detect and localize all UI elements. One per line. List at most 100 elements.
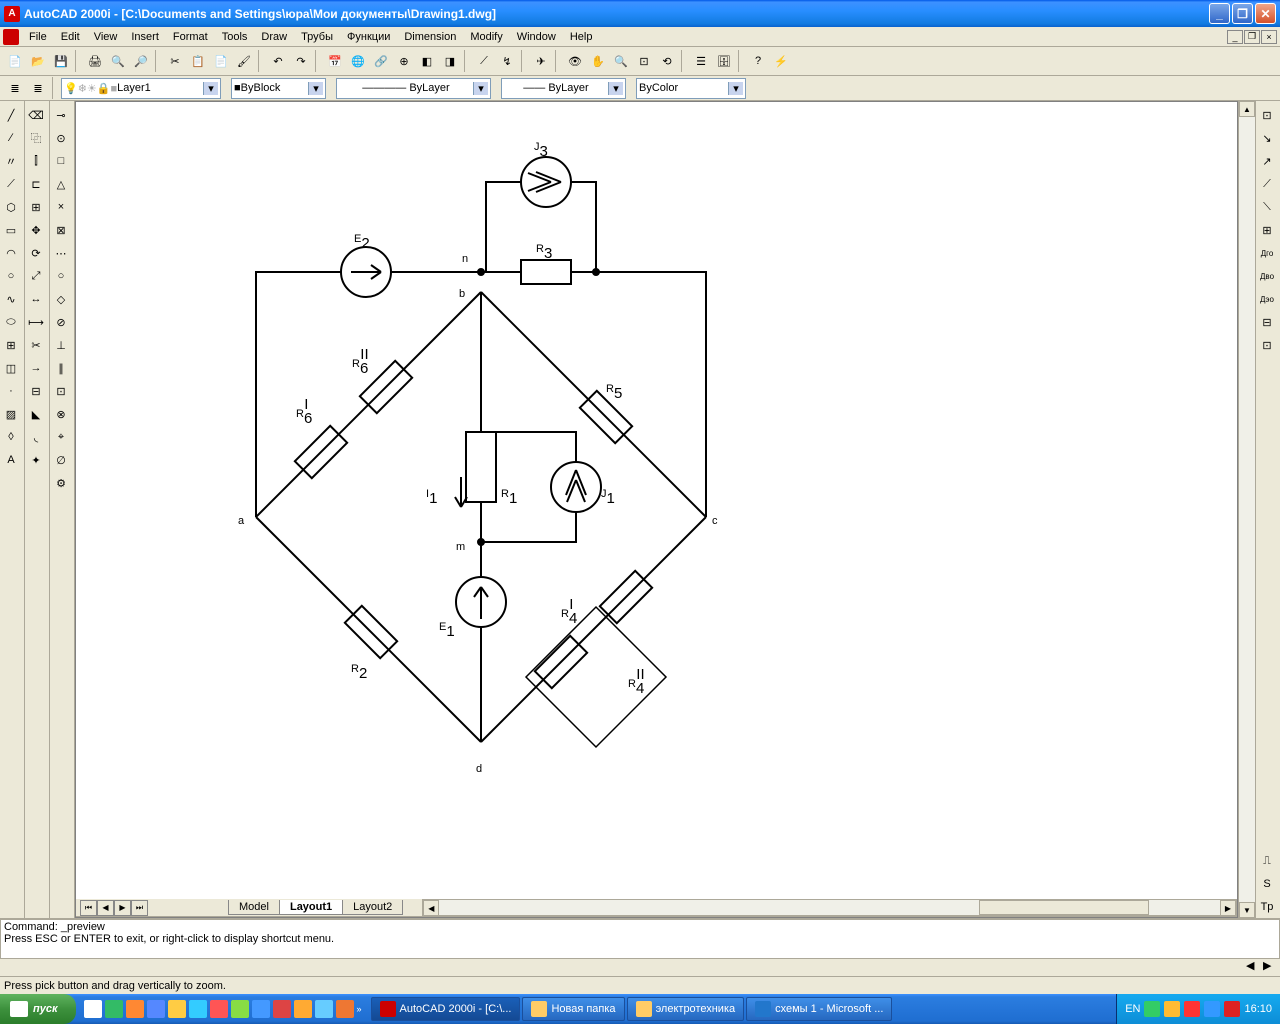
snap-from-icon[interactable]: ⊙ bbox=[50, 127, 72, 149]
menu-draw[interactable]: Draw bbox=[254, 29, 294, 45]
zoom-ext-icon[interactable]: ⊡ bbox=[1256, 104, 1278, 126]
ql-11-icon[interactable] bbox=[294, 1000, 312, 1018]
color-dropdown[interactable]: ■ ByBlock▾ bbox=[231, 78, 326, 99]
rotate-icon[interactable]: ⟳ bbox=[25, 242, 47, 264]
mdi-restore[interactable]: ❐ bbox=[1244, 30, 1260, 44]
properties-icon[interactable]: ☰ bbox=[690, 50, 712, 72]
circle-icon[interactable]: ○ bbox=[0, 265, 22, 287]
scale-icon[interactable]: ⤢ bbox=[25, 265, 47, 287]
task-autocad[interactable]: AutoCAD 2000i - [C:\... bbox=[371, 997, 521, 1021]
ucs2-icon[interactable]: ◨ bbox=[439, 50, 461, 72]
snap-ext-icon[interactable]: ⋯ bbox=[50, 242, 72, 264]
rt6-icon[interactable]: ⊟ bbox=[1256, 311, 1278, 333]
snap-end-icon[interactable]: □ bbox=[50, 150, 72, 172]
layer-prev-icon[interactable]: ≣ bbox=[4, 77, 26, 99]
preview-icon[interactable]: 🔍 bbox=[107, 50, 129, 72]
scroll-down-icon[interactable]: ▼ bbox=[1239, 902, 1255, 918]
break-icon[interactable]: ⊟ bbox=[25, 380, 47, 402]
menu-pipes[interactable]: Трубы bbox=[294, 29, 340, 45]
snap-ins-icon[interactable]: ⊡ bbox=[50, 380, 72, 402]
today-icon[interactable]: 📅 bbox=[324, 50, 346, 72]
menu-file[interactable]: File bbox=[22, 29, 54, 45]
ql-more-icon[interactable]: » bbox=[357, 1004, 362, 1014]
insert-icon[interactable]: ⊞ bbox=[0, 334, 22, 356]
snap-int-icon[interactable]: × bbox=[50, 196, 72, 218]
tray-1-icon[interactable] bbox=[1144, 1001, 1160, 1017]
cut-icon[interactable]: ✂ bbox=[164, 50, 186, 72]
new-icon[interactable]: 📄 bbox=[4, 50, 26, 72]
rt1-icon[interactable]: ↘ bbox=[1256, 127, 1278, 149]
command-scrollbar[interactable]: ◀ ▶ bbox=[0, 959, 1280, 976]
task-word[interactable]: схемы 1 - Microsoft ... bbox=[746, 997, 892, 1021]
ql-6-icon[interactable] bbox=[189, 1000, 207, 1018]
print-icon[interactable]: 🖨 bbox=[84, 50, 106, 72]
chamfer-icon[interactable]: ◣ bbox=[25, 403, 47, 425]
rt-d30-icon[interactable]: Дво bbox=[1256, 265, 1278, 287]
lineweight-dropdown[interactable]: —— ByLayer▾ bbox=[501, 78, 626, 99]
menu-help[interactable]: Help bbox=[563, 29, 600, 45]
copy-icon[interactable]: 📋 bbox=[187, 50, 209, 72]
ql-2-icon[interactable] bbox=[105, 1000, 123, 1018]
menu-dimension[interactable]: Dimension bbox=[397, 29, 463, 45]
stretch-icon[interactable]: ↔ bbox=[25, 288, 47, 310]
help-icon[interactable]: ? bbox=[747, 50, 769, 72]
layer-dropdown[interactable]: 💡❄☀🔒■ Layer1▾ bbox=[61, 78, 221, 99]
plotstyle-dropdown[interactable]: ByColor▾ bbox=[636, 78, 746, 99]
rt4-icon[interactable]: ⟍ bbox=[1256, 196, 1278, 218]
ql-5-icon[interactable] bbox=[168, 1000, 186, 1018]
menu-window[interactable]: Window bbox=[510, 29, 563, 45]
mdi-min[interactable]: _ bbox=[1227, 30, 1243, 44]
menu-tools[interactable]: Tools bbox=[215, 29, 255, 45]
command-window[interactable]: Command: _preview Press ESC or ENTER to … bbox=[0, 919, 1280, 959]
horizontal-scrollbar[interactable]: ◀ ▶ bbox=[422, 899, 1237, 916]
clock[interactable]: 16:10 bbox=[1244, 1003, 1272, 1015]
rt-tp-icon[interactable]: Tp bbox=[1256, 896, 1278, 918]
temp-track-icon[interactable]: ⊸ bbox=[50, 104, 72, 126]
osnap-settings-icon[interactable]: ⚙ bbox=[50, 472, 72, 494]
menu-insert[interactable]: Insert bbox=[124, 29, 166, 45]
snap-tan-icon[interactable]: ⊘ bbox=[50, 311, 72, 333]
zoom-rt-icon[interactable]: 🔍 bbox=[610, 50, 632, 72]
menu-format[interactable]: Format bbox=[166, 29, 215, 45]
browser-icon[interactable]: 🌐 bbox=[347, 50, 369, 72]
match-icon[interactable]: 🖌 bbox=[233, 50, 255, 72]
spline-icon[interactable]: ∿ bbox=[0, 288, 22, 310]
rt7-icon[interactable]: ⊡ bbox=[1256, 334, 1278, 356]
line-icon[interactable]: ╱ bbox=[0, 104, 22, 126]
tab-next-icon[interactable]: ▶ bbox=[114, 900, 131, 916]
rt-s-icon[interactable]: S bbox=[1256, 873, 1278, 895]
hatch-icon[interactable]: ▨ bbox=[0, 403, 22, 425]
rectangle-icon[interactable]: ▭ bbox=[0, 219, 22, 241]
block-icon[interactable]: ◫ bbox=[0, 357, 22, 379]
zoom-prev-icon[interactable]: ⟲ bbox=[656, 50, 678, 72]
lang-indicator[interactable]: EN bbox=[1125, 1003, 1140, 1015]
scroll-right-icon[interactable]: ▶ bbox=[1220, 900, 1236, 916]
snap-node-icon[interactable]: ⊗ bbox=[50, 403, 72, 425]
atoday-icon[interactable]: ⚡ bbox=[770, 50, 792, 72]
move-icon[interactable]: ✥ bbox=[25, 219, 47, 241]
ql-4-icon[interactable] bbox=[147, 1000, 165, 1018]
save-icon[interactable]: 💾 bbox=[50, 50, 72, 72]
tab-layout1[interactable]: Layout1 bbox=[279, 900, 343, 915]
cmd-scroll-right-icon[interactable]: ▶ bbox=[1263, 959, 1280, 976]
zoom-win-icon[interactable]: ⊡ bbox=[633, 50, 655, 72]
menu-view[interactable]: View bbox=[87, 29, 125, 45]
mdi-close[interactable]: × bbox=[1261, 30, 1277, 44]
tray-3-icon[interactable] bbox=[1184, 1001, 1200, 1017]
tab-prev-icon[interactable]: ◀ bbox=[97, 900, 114, 916]
ql-12-icon[interactable] bbox=[315, 1000, 333, 1018]
distance-icon[interactable]: ⟋ bbox=[473, 50, 495, 72]
redraw-icon[interactable]: ↯ bbox=[496, 50, 518, 72]
snap-qua-icon[interactable]: ◇ bbox=[50, 288, 72, 310]
tab-last-icon[interactable]: ⏭ bbox=[131, 900, 148, 916]
mline-icon[interactable]: 〃 bbox=[0, 150, 22, 172]
copy2-icon[interactable]: ⿻ bbox=[25, 127, 47, 149]
maximize-button[interactable]: ❐ bbox=[1232, 3, 1253, 24]
task-folder1[interactable]: Новая папка bbox=[522, 997, 624, 1021]
erase-icon[interactable]: ⌫ bbox=[25, 104, 47, 126]
snap-cen-icon[interactable]: ○ bbox=[50, 265, 72, 287]
open-icon[interactable]: 📂 bbox=[27, 50, 49, 72]
ql-7-icon[interactable] bbox=[210, 1000, 228, 1018]
ql-1-icon[interactable] bbox=[84, 1000, 102, 1018]
scroll-left-icon[interactable]: ◀ bbox=[423, 900, 439, 916]
